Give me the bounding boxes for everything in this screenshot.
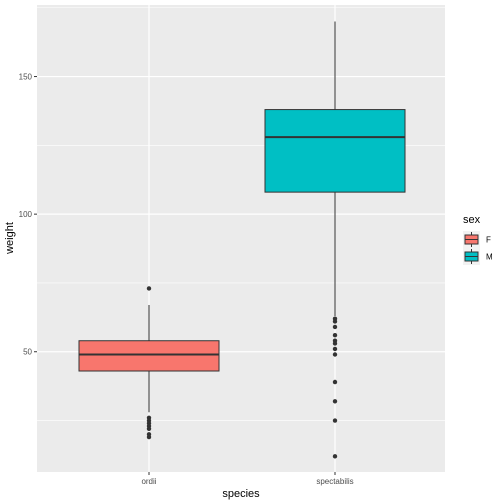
y-tick-label: 50: [23, 348, 32, 357]
legend-key-M: [463, 248, 480, 265]
outlier-point: [332, 399, 338, 404]
panel-background: [37, 5, 445, 472]
y-axis: 50 100 150: [19, 73, 37, 357]
x-tick-label: spectabilis: [316, 477, 353, 486]
outlier-point: [332, 341, 338, 346]
box-ordii: [78, 286, 220, 440]
outlier-point: [332, 346, 338, 352]
legend-label-F: F: [486, 236, 491, 245]
outlier-point: [332, 352, 338, 357]
outlier-point: [146, 286, 152, 291]
outlier-point: [332, 379, 338, 385]
outlier-point: [146, 426, 152, 431]
box-iqr: [78, 340, 220, 372]
outlier-point: [332, 333, 338, 338]
x-axis: ordii spectabilis: [141, 472, 354, 486]
legend: sex FM: [463, 214, 493, 265]
outlier-point: [146, 434, 152, 440]
outlier-point: [332, 454, 338, 459]
box-spectabilis: [264, 21, 406, 459]
outlier-point: [332, 319, 338, 324]
x-axis-title: species: [222, 488, 260, 500]
y-tick-label: 150: [19, 73, 33, 82]
box-layer: [78, 21, 406, 459]
y-axis-title: weight: [4, 222, 16, 255]
legend-title: sex: [463, 214, 481, 226]
legend-key-F: [463, 231, 480, 248]
y-tick-label: 100: [19, 210, 33, 219]
minor-gridlines: [37, 7, 445, 421]
legend-label-M: M: [486, 253, 493, 262]
x-tick-label: ordii: [141, 477, 156, 486]
outlier-point: [332, 324, 338, 330]
box-iqr: [264, 109, 406, 193]
outlier-point: [332, 418, 338, 423]
